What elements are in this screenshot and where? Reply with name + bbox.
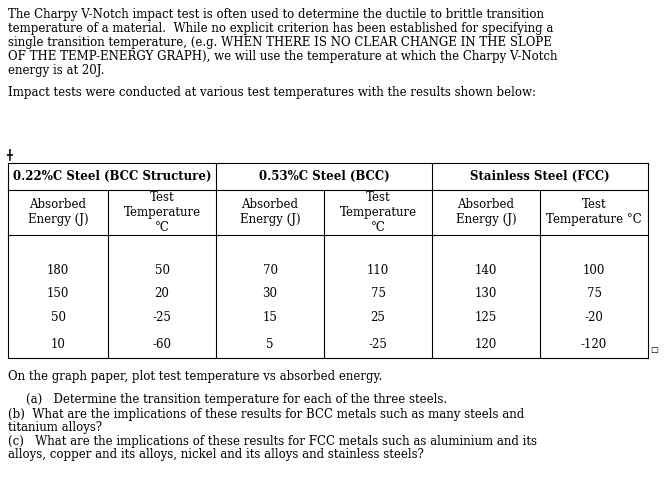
Text: 30: 30 (263, 287, 277, 300)
Text: 15: 15 (263, 311, 277, 324)
Text: The Charpy V-Notch impact test is often used to determine the ductile to brittle: The Charpy V-Notch impact test is often … (8, 8, 544, 21)
Text: 5: 5 (266, 338, 274, 350)
Text: Absorbed
Energy (J): Absorbed Energy (J) (456, 199, 517, 226)
Text: single transition temperature, (e.g. WHEN THERE IS NO CLEAR CHANGE IN THE SLOPE: single transition temperature, (e.g. WHE… (8, 36, 552, 49)
Text: 75: 75 (371, 287, 385, 300)
Text: 10: 10 (50, 338, 66, 350)
Text: Impact tests were conducted at various test temperatures with the results shown : Impact tests were conducted at various t… (8, 86, 536, 99)
Text: Absorbed
Energy (J): Absorbed Energy (J) (27, 199, 88, 226)
Text: 180: 180 (47, 264, 69, 278)
Text: -60: -60 (153, 338, 172, 350)
Text: ╋: ╋ (6, 148, 12, 160)
Text: On the graph paper, plot test temperature vs absorbed energy.: On the graph paper, plot test temperatur… (8, 370, 383, 383)
Text: Absorbed
Energy (J): Absorbed Energy (J) (240, 199, 300, 226)
Text: 120: 120 (475, 338, 497, 350)
Text: 140: 140 (475, 264, 497, 278)
Text: 70: 70 (263, 264, 277, 278)
Text: 110: 110 (367, 264, 389, 278)
Text: 50: 50 (155, 264, 170, 278)
Text: 25: 25 (371, 311, 385, 324)
Text: 75: 75 (586, 287, 602, 300)
Text: titanium alloys?: titanium alloys? (8, 421, 102, 434)
Text: 150: 150 (47, 287, 69, 300)
Text: □: □ (650, 346, 658, 354)
Text: (c)   What are the implications of these results for FCC metals such as aluminiu: (c) What are the implications of these r… (8, 435, 537, 448)
Text: -20: -20 (584, 311, 604, 324)
Text: -120: -120 (581, 338, 607, 350)
Text: (a)   Determine the transition temperature for each of the three steels.: (a) Determine the transition temperature… (26, 393, 447, 406)
Text: 130: 130 (475, 287, 497, 300)
Text: 125: 125 (475, 311, 497, 324)
Text: -25: -25 (153, 311, 172, 324)
Text: 50: 50 (50, 311, 66, 324)
Text: Test
Temperature
°C: Test Temperature °C (340, 191, 417, 234)
Text: OF THE TEMP-ENERGY GRAPH), we will use the temperature at which the Charpy V-Not: OF THE TEMP-ENERGY GRAPH), we will use t… (8, 50, 557, 63)
Text: (b)  What are the implications of these results for BCC metals such as many stee: (b) What are the implications of these r… (8, 408, 524, 421)
Text: Test
Temperature
°C: Test Temperature °C (123, 191, 200, 234)
Text: temperature of a material.  While no explicit criterion has been established for: temperature of a material. While no expl… (8, 22, 553, 35)
Text: 20: 20 (155, 287, 170, 300)
Text: 0.22%C Steel (BCC Structure): 0.22%C Steel (BCC Structure) (13, 170, 211, 183)
Text: energy is at 20J.: energy is at 20J. (8, 64, 105, 77)
Text: Test
Temperature °C: Test Temperature °C (546, 199, 642, 226)
Text: Stainless Steel (FCC): Stainless Steel (FCC) (470, 170, 610, 183)
Text: -25: -25 (369, 338, 387, 350)
Text: alloys, copper and its alloys, nickel and its alloys and stainless steels?: alloys, copper and its alloys, nickel an… (8, 448, 424, 461)
Text: 100: 100 (583, 264, 605, 278)
Text: 0.53%C Steel (BCC): 0.53%C Steel (BCC) (259, 170, 389, 183)
